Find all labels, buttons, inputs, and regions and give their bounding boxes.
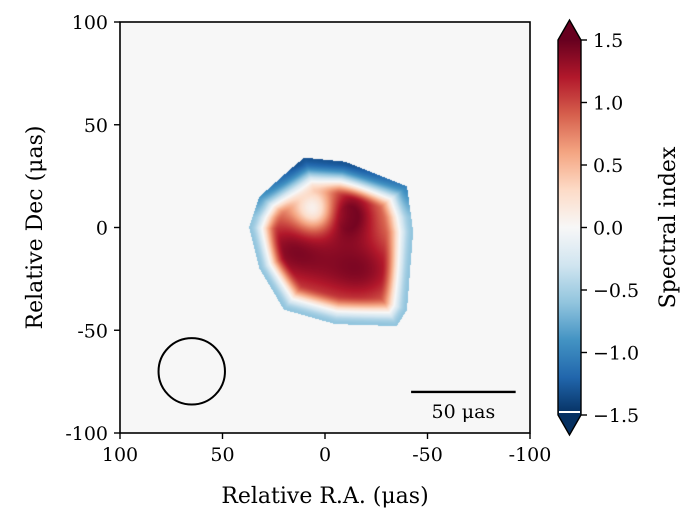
x-tick-label: 0	[319, 444, 331, 466]
y-axis-ticks: 100 50 0 -50 -100	[65, 12, 120, 445]
y-tick-label: -100	[65, 423, 108, 445]
image-plot: 50 μas 100 50 0 -50 -100 100 50 0 -50 -100 Relat…	[23, 12, 551, 509]
colorbar-tick-label: −1.0	[593, 343, 639, 365]
y-tick-label: 0	[96, 218, 108, 240]
colorbar-body	[558, 40, 581, 415]
colorbar-label: Spectral index	[656, 146, 681, 308]
colorbar-tick-label: 0.5	[593, 155, 623, 177]
y-tick-label: -50	[77, 320, 108, 342]
x-tick-label: -50	[412, 444, 443, 466]
x-tick-label: 50	[210, 444, 234, 466]
x-tick-label: -100	[509, 444, 552, 466]
x-axis-ticks: 100 50 0 -50 -100	[102, 433, 551, 466]
y-tick-label: 50	[84, 115, 108, 137]
spectral-index-map	[120, 22, 530, 433]
beam-circle	[157, 337, 226, 406]
colorbar-tick-label: 0.0	[593, 218, 623, 240]
colorbar-tick-label: 1.5	[593, 30, 623, 52]
colorbar-tick-label: 1.0	[593, 93, 623, 115]
y-axis-label: Relative Dec (μas)	[23, 126, 48, 330]
x-axis-label: Relative R.A. (μas)	[221, 484, 428, 509]
colorbar: 1.5 1.0 0.5 0.0 −0.5 −1.0 −1.5 Spectral index	[557, 18, 681, 437]
y-tick-label: 100	[72, 12, 108, 34]
colorbar-tick-label: −0.5	[593, 280, 639, 302]
colorbar-ticks: 1.5 1.0 0.5 0.0 −0.5 −1.0 −1.5	[581, 30, 639, 427]
colorbar-tick-label: −1.5	[593, 405, 639, 427]
scale-bar-label: 50 μas	[432, 401, 496, 423]
colorbar-extend-top	[558, 20, 581, 40]
x-tick-label: 100	[102, 444, 138, 466]
colorbar-extend-bottom	[558, 415, 581, 435]
